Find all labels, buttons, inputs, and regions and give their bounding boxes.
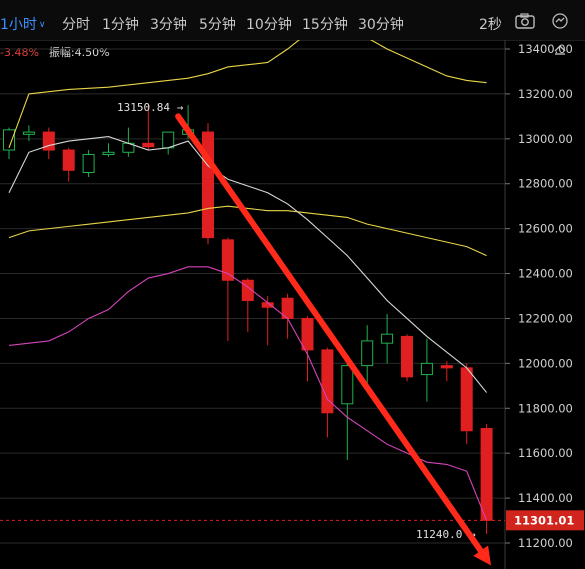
tab-3min[interactable]: 3分钟 [150,17,187,33]
candle-body [82,154,95,173]
last-price-label: 11301.01 [514,513,574,527]
chevron-down-icon: ∨ [38,20,46,30]
candle-series [3,105,493,535]
candle-body [381,333,394,344]
candle-body [142,142,155,148]
chart-annotations: 11301.01 13150.84 → 11240.0 → [0,101,584,541]
tab-label: 1小时 [0,17,37,33]
ma-line [8,136,488,393]
candle-body [460,367,473,432]
last-price-box [506,510,584,531]
candle-body [42,131,55,151]
tab-1hour[interactable]: 1小时 ∨ [0,14,46,34]
candle-body [401,335,413,378]
price-chart[interactable]: 11200.00 11400.00 11600.00 11800.00 12000.00… [0,40,585,569]
boll-lower-line [8,266,488,521]
candle-body [321,349,334,414]
candle-body [241,279,254,301]
candle-body [420,362,433,376]
y-tick-label: 11200.00 [518,536,573,550]
candle-body [440,365,453,369]
candle-body [361,340,374,367]
trend-arrow [175,113,491,566]
y-tick-label: 12800.00 [518,177,573,191]
y-tick-label: 13000.00 [518,132,573,146]
candle-body [62,149,75,171]
candle-body [341,365,354,405]
y-tick-label: 12600.00 [518,222,573,236]
collapse-icon[interactable] [552,42,568,56]
tab-30min[interactable]: 30分钟 [358,17,404,33]
tab-1min[interactable]: 1分钟 [102,17,139,33]
boll-upper-line [8,40,487,148]
candle-body [102,151,115,156]
y-tick-label: 12400.00 [518,267,573,281]
indicator-lines [8,40,488,521]
candle-body [162,131,175,149]
tab-15min[interactable]: 15分钟 [302,17,348,33]
tab-timeshare[interactable]: 分时 [62,17,90,33]
y-tick-label: 11400.00 [518,491,573,505]
y-tick-label: 12200.00 [518,311,573,325]
trend-arrow-head [473,545,491,566]
screenshot-camera-icon[interactable] [515,13,535,29]
candle-body [301,317,314,351]
y-tick-label: 12000.00 [518,356,573,370]
refresh-interval[interactable]: 2秒 [479,17,502,33]
candle-body [202,131,214,239]
candle-body [22,131,35,135]
y-tick-label: 11600.00 [518,446,573,460]
y-tick-label: 11800.00 [518,401,573,415]
trend-arrow-shaft [175,113,484,554]
indicator-tool-icon[interactable] [551,12,569,30]
candle-body [480,427,493,521]
tab-5min[interactable]: 5分钟 [199,17,236,33]
y-tick-label: 13200.00 [518,87,573,101]
y-tick-label: 13400.00 [518,42,573,56]
high-annotation: 13150.84 → [117,101,184,114]
chart-grid [0,40,506,569]
interval-toolbar: 1小时 ∨ 分时 1分钟 3分钟 5分钟 10分钟 15分钟 30分钟 2秒 [0,0,585,41]
candle-body [3,129,15,151]
candle-body [221,239,234,281]
y-axis: 11200.00 11400.00 11600.00 11800.00 12000.00… [505,42,573,550]
low-annotation: 11240.0 → [416,528,476,541]
boll-mid-line [8,205,487,257]
tab-10min[interactable]: 10分钟 [246,17,292,33]
